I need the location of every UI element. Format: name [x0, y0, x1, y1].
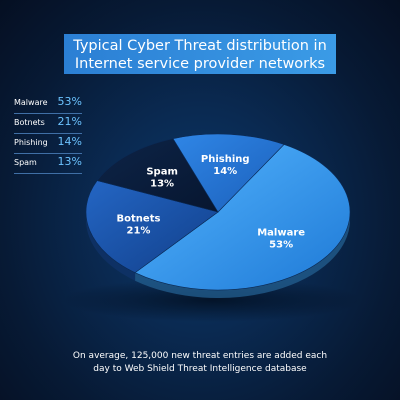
slice-value-malware: 53% — [269, 240, 293, 251]
legend-label: Malware — [14, 98, 48, 107]
pie-side-botnets — [86, 212, 136, 281]
legend-item-botnets: Botnets 21% — [14, 114, 82, 134]
legend-value: 14% — [57, 135, 82, 148]
slice-value-botnets: 21% — [127, 225, 151, 236]
pie-slice-phishing — [172, 133, 285, 213]
legend-label: Spam — [14, 158, 37, 167]
footer-note: On average, 125,000 new threat entries a… — [20, 350, 380, 376]
legend-value: 21% — [57, 115, 82, 128]
footer-line-2: day to Web Shield Threat Intelligence da… — [93, 364, 307, 374]
legend-item-malware: Malware 53% — [14, 94, 82, 114]
slice-value-phishing: 14% — [213, 166, 237, 177]
legend-item-phishing: Phishing 14% — [14, 134, 82, 154]
legend-item-spam: Spam 13% — [14, 154, 82, 174]
legend-value: 53% — [57, 95, 82, 108]
legend-label: Botnets — [14, 118, 45, 127]
slice-value-spam: 13% — [150, 179, 174, 190]
legend-label: Phishing — [14, 138, 48, 147]
pie-side-malware — [135, 212, 350, 298]
slice-label-botnets: Botnets — [117, 213, 161, 224]
chart-title-line-2: Internet service provider networks — [74, 56, 326, 72]
legend-value: 13% — [57, 155, 82, 168]
slice-label-spam: Spam — [146, 167, 178, 178]
chart-title-line-1: Typical Cyber Threat distribution in — [73, 38, 327, 54]
legend: Malware 53% Botnets 21% Phishing 14% Spa… — [14, 94, 82, 174]
pie-shadow — [62, 278, 362, 322]
slice-label-malware: Malware — [257, 228, 305, 239]
pie-slice-malware — [134, 144, 351, 291]
chart-title: Typical Cyber Threat distribution in Int… — [64, 34, 336, 74]
pie-tops — [85, 133, 351, 291]
slice-label-phishing: Phishing — [201, 154, 250, 165]
footer-line-1: On average, 125,000 new threat entries a… — [72, 351, 328, 361]
pie-slice-spam — [96, 138, 219, 213]
pie-sides — [86, 212, 350, 298]
